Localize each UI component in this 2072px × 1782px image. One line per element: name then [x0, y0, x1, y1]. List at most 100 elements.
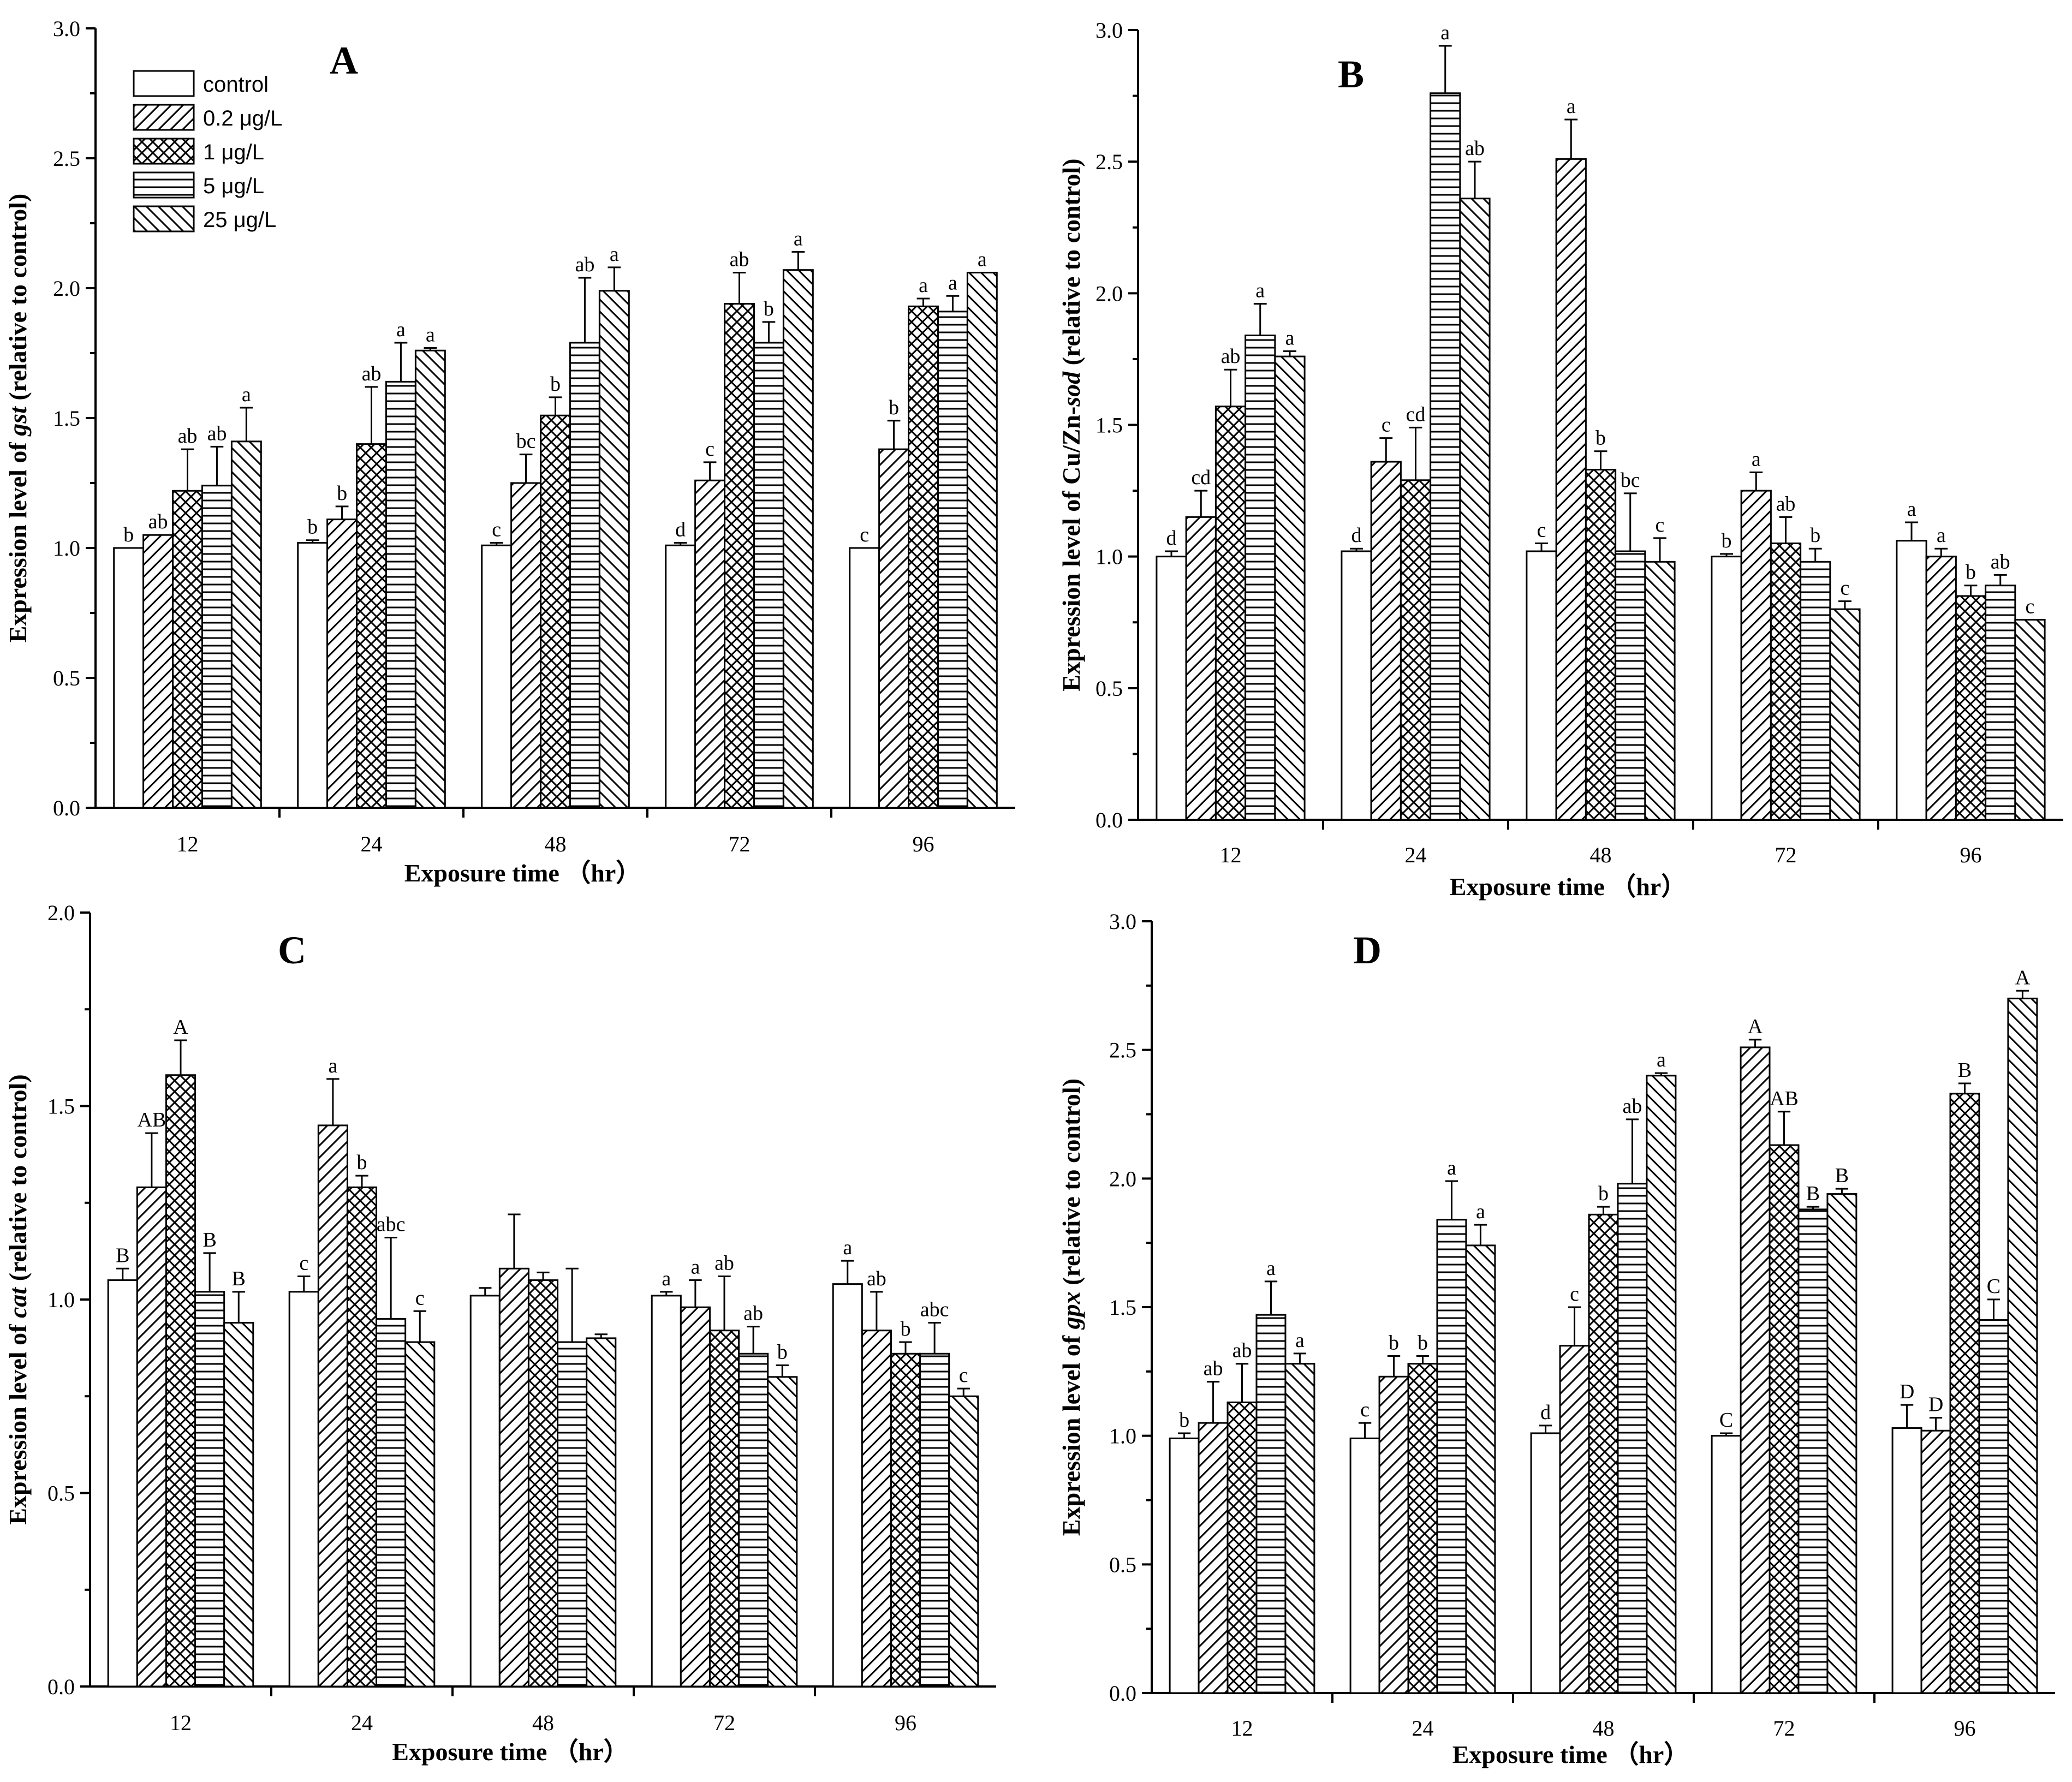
panel-c-bar [948, 1395, 979, 1688]
panel-b-significance-label: b [1722, 529, 1732, 552]
panel-c-error-bar [479, 1287, 492, 1296]
panel-c-bar [738, 1352, 769, 1688]
panel-b-error-bar [1749, 471, 1763, 491]
legend-label: 0.2 μg/L [203, 106, 282, 130]
panel-d-error-bar [1835, 1188, 1849, 1194]
panel-c-error-bar [870, 1291, 883, 1331]
panel-d-significance-label: a [1476, 1200, 1485, 1223]
panel-b-error-bar [1438, 45, 1452, 93]
panel-c-x-tick-label: 12 [170, 1711, 192, 1735]
panel-c-bar [469, 1295, 501, 1688]
panel-d-error-bar [1206, 1381, 1220, 1423]
panel-d-bar [1530, 1432, 1561, 1694]
panel-a-error-bar [549, 396, 562, 416]
panel-d-bar [1255, 1314, 1287, 1694]
panel-b-x-axis-title: Exposure time （hr） [1450, 873, 1687, 901]
panel-b-significance-label: cd [1191, 466, 1211, 489]
panel-b-error-bar [1964, 585, 1978, 597]
panel-a-error-bar [490, 541, 503, 546]
panel-a-bar [966, 271, 998, 809]
panel-d-error-bar [1293, 1352, 1307, 1364]
panel-d-bar [1978, 1319, 2009, 1694]
panel-b-significance-label: b [1595, 427, 1606, 450]
panel-b-error-bar [1409, 426, 1422, 480]
panel-d-significance-label: B [1958, 1059, 1972, 1082]
panel-b-sod-chart: 0.0 0.5 1.0 1.5 2.0 2.5 3.0 Expression level of… [1057, 18, 2063, 901]
panel-c-significance-label: ab [867, 1267, 886, 1290]
panel-d-y-tick-label: 1.0 [1109, 1424, 1136, 1449]
panel-c-bar [194, 1291, 225, 1688]
panel-a-significance-label: a [794, 227, 803, 250]
panel-d-significance-label: a [1295, 1329, 1305, 1352]
panel-c-significance-label: abc [920, 1298, 949, 1321]
panel-b-bar [1740, 490, 1772, 821]
panel-b-y-tick-label: 2.5 [1095, 150, 1123, 174]
panel-c-significance-label: c [959, 1364, 968, 1387]
panel-c-y-tick-label: 1.0 [47, 1288, 75, 1312]
panel-a-y-title-suffix: (relative to control) [4, 194, 32, 407]
panel-d-error-bar [2016, 990, 2029, 999]
panel-b-significance-label: a [1937, 524, 1946, 547]
panel-a-bar [326, 518, 358, 809]
panel-c-bar [223, 1322, 254, 1688]
panel-c-y-tick-label: 2.0 [47, 901, 75, 925]
panel-b-error-bar [1905, 521, 1918, 541]
panel-a-error-bar [335, 505, 349, 520]
panel-c-significance-label: a [843, 1236, 852, 1259]
panel-b-bar [1770, 543, 1802, 821]
panel-b-bar [1459, 198, 1491, 821]
panel-c-error-bar [174, 1039, 187, 1075]
panel-a-error-bar [887, 420, 901, 450]
panel-a-error-bar [733, 271, 746, 304]
panel-b-y-tick-label: 0.0 [1095, 808, 1123, 832]
panel-d-error-bar [1416, 1355, 1430, 1364]
panel-a-bar [297, 541, 329, 809]
panel-d-bar [1378, 1375, 1409, 1694]
panel-b-bar [1214, 406, 1247, 821]
panel-b-bar [1370, 461, 1402, 821]
panel-d-significance-label: b [1418, 1332, 1428, 1355]
panel-d-error-bar [1900, 1404, 1914, 1428]
panel-a-significance-label: b [889, 396, 899, 419]
panel-a-significance-label: bc [516, 430, 536, 453]
panel-a-bar [356, 443, 387, 809]
panel-a-bar [142, 534, 174, 809]
panel-a-bar [569, 342, 600, 809]
panel-b-bar [1341, 550, 1372, 821]
legend-swatch [133, 205, 195, 233]
panel-c-error-bar [660, 1291, 673, 1296]
panel-b-error-bar [1283, 350, 1296, 357]
legend-swatch [133, 70, 195, 97]
panel-a-gst-chart: 0.0 0.5 1.0 1.5 2.0 2.5 3.0 Expression level of… [4, 16, 1015, 887]
panel-a-error-bar [762, 321, 776, 343]
panel-b-error-bar [1194, 490, 1208, 517]
panel-a-significance-label: b [550, 373, 561, 396]
panel-b-significance-label: d [1166, 527, 1177, 550]
panel-b-error-bar [1594, 450, 1607, 470]
panel-c-bar [861, 1330, 892, 1688]
panel-c-bar [557, 1341, 588, 1688]
panel-d-error-bar [1777, 1111, 1791, 1146]
panel-b-y-title-suffix: (relative to control) [1057, 158, 1085, 371]
panel-d-significance-label: b [1179, 1409, 1189, 1432]
panel-c-y-tick-label: 1.5 [47, 1094, 75, 1119]
panel-d-significance-label: C [1987, 1275, 2000, 1298]
panel-d-x-tick-label: 24 [1412, 1716, 1434, 1741]
panel-b-significance-label: b [1810, 524, 1820, 547]
panel-a-significance-label: ab [730, 248, 749, 271]
panel-a-error-bar [608, 266, 621, 291]
panel-c-error-bar [116, 1267, 129, 1280]
panel-d-error-bar [1474, 1224, 1487, 1245]
panel-c-bar [317, 1124, 348, 1688]
panel-a-bar [908, 305, 939, 809]
panel-a-significance-label: c [492, 518, 501, 541]
panel-b-x-tick-label: 72 [1775, 843, 1797, 867]
panel-d-bar [1465, 1244, 1496, 1694]
panel-a-significance-label: b [123, 523, 134, 546]
panel-c-bar [832, 1283, 863, 1688]
panel-b-x-tick-label: 12 [1220, 843, 1242, 867]
panel-c-x-tick-label: 24 [351, 1711, 373, 1735]
legend-label: 25 μg/L [203, 208, 276, 232]
panel-d-error-bar [1387, 1355, 1401, 1377]
panel-d-x-tick-label: 12 [1231, 1716, 1253, 1741]
